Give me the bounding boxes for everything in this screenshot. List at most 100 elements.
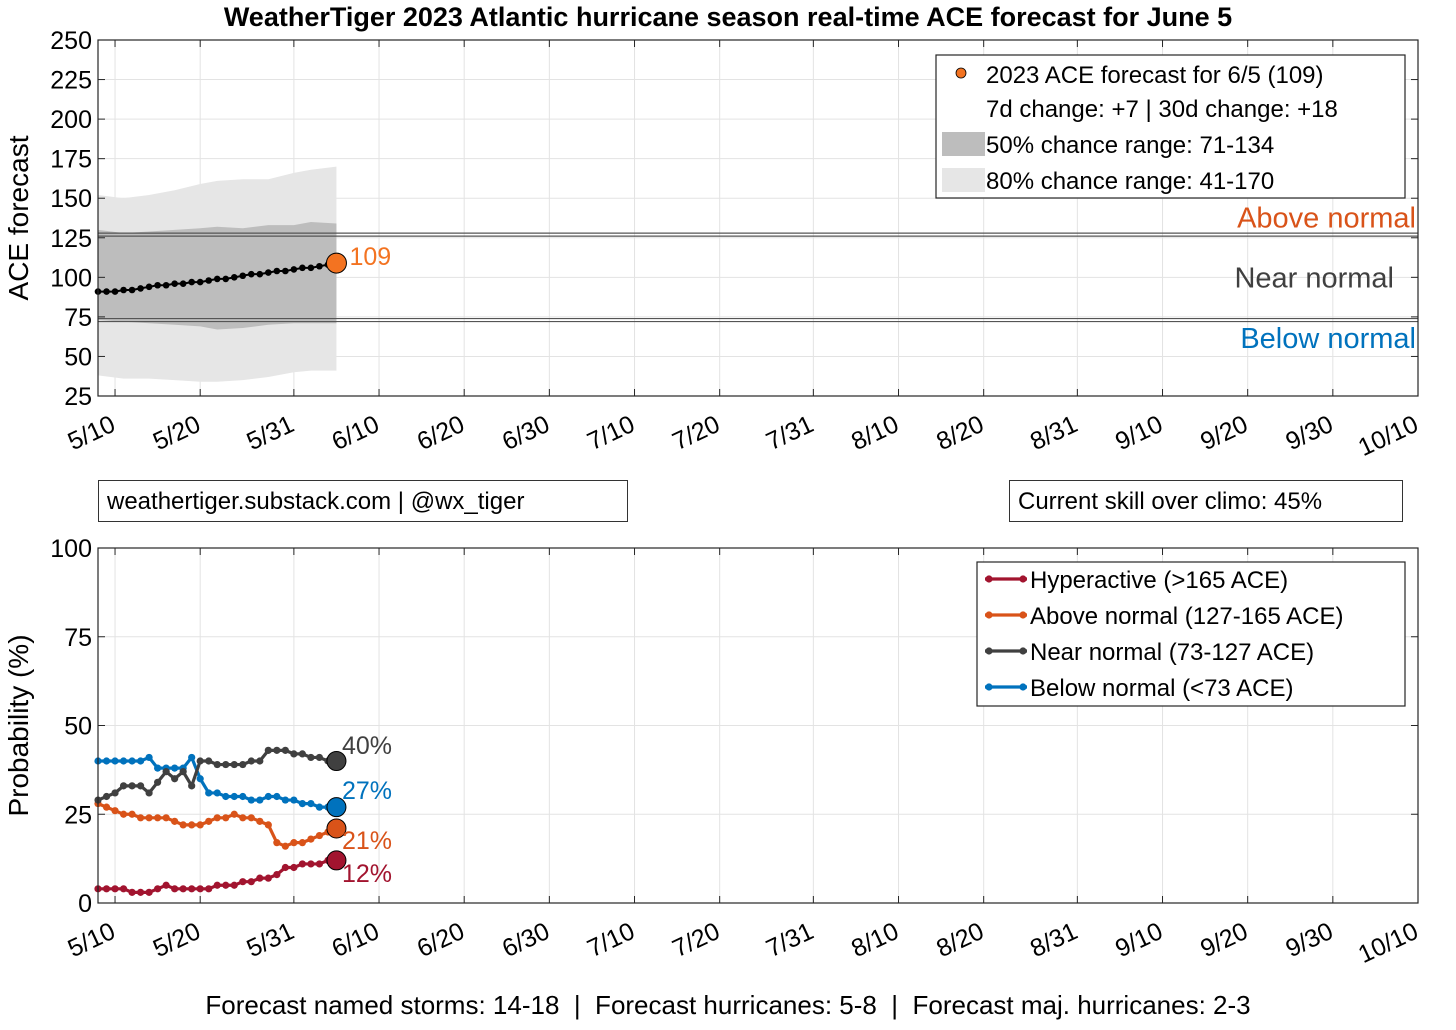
series-point [205, 789, 213, 797]
series-point [222, 792, 230, 801]
series-latest-point [326, 818, 347, 839]
series-point [119, 782, 128, 790]
legend-entry: Below normal (<73 ACE) [1030, 675, 1293, 702]
legend-point-swatch [1019, 647, 1027, 655]
x-tick-label: 9/30 [1281, 410, 1337, 456]
series-point [213, 881, 221, 889]
series-point [239, 814, 247, 822]
series-point [315, 831, 324, 840]
series-point [162, 881, 170, 889]
series-point [128, 810, 136, 818]
series-end-label: 12% [342, 860, 392, 888]
x-tick-label: 8/31 [1026, 410, 1082, 456]
legend-entry: Near normal (73-127 ACE) [1030, 639, 1314, 666]
legend-point-swatch [985, 611, 993, 619]
skill-info-box: Current skill over climo: 45% [1009, 480, 1403, 522]
forecast-point [128, 286, 136, 294]
series-point [111, 807, 119, 815]
series-point [188, 753, 196, 762]
series-point [111, 885, 119, 893]
x-tick-label: 6/30 [498, 410, 554, 456]
legend-point-swatch [1019, 683, 1027, 691]
forecast-point [265, 269, 272, 276]
series-point [171, 885, 179, 893]
forecast-point [171, 280, 178, 287]
series-point [179, 768, 187, 776]
x-tick-label: 7/10 [583, 410, 639, 456]
forecast-point [247, 270, 255, 278]
series-point [145, 888, 153, 896]
series-point [230, 810, 238, 818]
series-point [307, 860, 315, 868]
y-tick-label: 150 [50, 185, 92, 213]
x-tick-label: 5/20 [149, 917, 205, 963]
series-latest-point [326, 850, 347, 871]
series-point [188, 885, 196, 893]
series-end-label: 27% [342, 777, 392, 805]
forecast-point [188, 278, 195, 286]
series-point [179, 885, 187, 893]
series-latest-point [326, 751, 347, 771]
x-tick-label: 5/20 [149, 410, 205, 456]
series-point [111, 789, 119, 797]
forecast-point [273, 267, 281, 275]
series-point [136, 757, 145, 765]
series-point [188, 782, 196, 790]
x-tick-label: 8/20 [932, 917, 988, 963]
legend-box [976, 561, 1406, 707]
y-axis-label: ACE forecast [3, 135, 34, 300]
forecast-point [222, 275, 230, 283]
forecast-latest-point [325, 252, 347, 274]
series-point [264, 792, 272, 801]
legend-swatch-50 [942, 132, 985, 156]
series-point [136, 782, 145, 790]
y-tick-label: 250 [50, 27, 92, 55]
x-tick-label: 7/20 [668, 917, 724, 963]
series-point [119, 757, 128, 765]
series-point [273, 839, 281, 847]
forecast-point [145, 283, 153, 291]
series-point [102, 803, 111, 811]
series-point [205, 757, 213, 765]
forecast-latest-label: 109 [349, 243, 391, 271]
page-title: WeatherTiger 2023 Atlantic hurricane sea… [223, 2, 1233, 32]
series-point [315, 753, 324, 762]
series-point [290, 863, 298, 872]
series-point [213, 789, 221, 797]
series-point [154, 885, 162, 893]
series-point [145, 753, 153, 762]
x-tick-label: 9/20 [1196, 917, 1252, 963]
series-point [230, 792, 238, 801]
forecast-point [213, 275, 221, 283]
axes-frame [97, 39, 1419, 397]
series-point [222, 814, 230, 822]
y-tick-label: 50 [64, 713, 92, 741]
series-point [247, 878, 255, 886]
series-point [128, 782, 136, 790]
series-point [290, 839, 298, 847]
region-label-below: Below normal [1240, 323, 1416, 355]
y-tick-label: 0 [78, 890, 92, 918]
series-point [315, 803, 324, 811]
forecast-point [256, 270, 264, 278]
series-point [196, 821, 204, 829]
forecast-point [205, 277, 213, 284]
x-tick-label: 9/30 [1281, 917, 1337, 963]
series-point [222, 760, 230, 769]
series-point [298, 860, 306, 868]
forecast-point [282, 267, 289, 275]
x-tick-label: 7/31 [762, 410, 818, 456]
series-point [239, 792, 247, 801]
series-point [196, 775, 204, 783]
y-tick-label: 100 [50, 264, 92, 292]
series-point [205, 885, 213, 893]
forecast-point [154, 281, 161, 289]
legend-entry: 2023 ACE forecast for 6/5 (109) [986, 62, 1324, 89]
forecast-point [120, 286, 127, 294]
series-point [205, 817, 213, 825]
series-point [264, 874, 272, 882]
y-tick-label: 75 [64, 624, 92, 652]
series-point [256, 757, 264, 765]
series-point [247, 814, 255, 822]
forecast-point [299, 264, 306, 272]
